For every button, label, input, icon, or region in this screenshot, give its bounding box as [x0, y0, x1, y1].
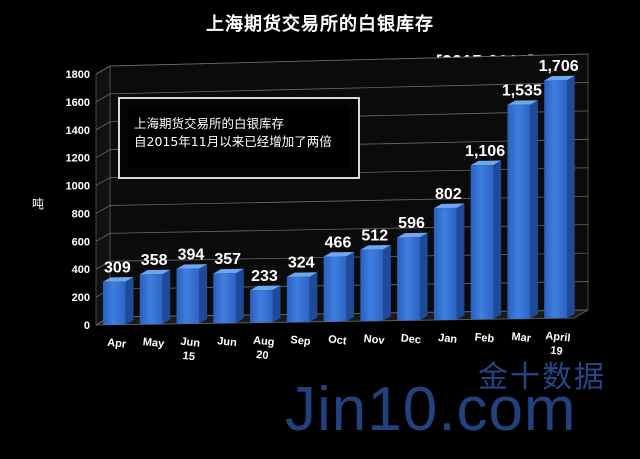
- y-tick-label: 1400: [66, 125, 90, 137]
- bar: [470, 160, 502, 320]
- y-tick-label: 1800: [66, 69, 90, 81]
- data-label: 1,106: [465, 143, 505, 160]
- data-label: 596: [398, 215, 425, 232]
- gridline: [95, 138, 589, 159]
- y-tick-label: 200: [72, 292, 90, 304]
- y-tick-label: 0: [84, 320, 90, 332]
- data-label: 1,535: [502, 83, 542, 100]
- bar: [397, 232, 428, 321]
- x-tick-label: Aug20: [251, 335, 275, 363]
- bar: [176, 264, 208, 324]
- bar: [213, 268, 244, 324]
- y-tick-label: 1200: [66, 153, 90, 165]
- gridline: [95, 195, 589, 214]
- watermark-cn: 金十数据: [478, 360, 606, 395]
- gridline: [95, 167, 589, 186]
- x-tick-label: May: [142, 336, 165, 350]
- bar: [323, 251, 355, 322]
- annotation-box: 上海期货交易所的白银库存 自2015年11月以来已经增加了两倍: [118, 97, 360, 179]
- bar: [102, 277, 134, 325]
- data-label: 512: [361, 227, 388, 244]
- data-label: 309: [104, 259, 131, 276]
- y-tick-label: 400: [72, 264, 90, 276]
- gridline: [95, 82, 589, 103]
- y-tick-label: 1600: [66, 97, 90, 109]
- data-label: 357: [214, 251, 241, 268]
- data-label: 1,706: [539, 58, 579, 75]
- x-tick-label: Nov: [363, 333, 386, 347]
- x-tick-label: Oct: [328, 334, 348, 348]
- bar: [360, 244, 391, 322]
- x-tick-label: Apr: [107, 337, 128, 351]
- gridline: [95, 53, 589, 75]
- x-tick-label: Jun: [217, 335, 238, 349]
- chart-title: 上海期货交易所的白银库存: [206, 14, 434, 35]
- gridline: [95, 224, 589, 242]
- data-label: 802: [435, 186, 462, 203]
- data-label: 466: [325, 234, 352, 251]
- annotation-line-1: 上海期货交易所的白银库存: [134, 116, 285, 131]
- gridline: [95, 252, 589, 270]
- x-tick-label: April19: [543, 330, 571, 358]
- data-label: 324: [288, 255, 315, 272]
- y-tick-label: 600: [72, 236, 90, 248]
- annotation-line-2: 自2015年11月以来已经增加了两倍: [134, 134, 332, 149]
- y-tick-label: 800: [72, 208, 90, 220]
- x-tick-label: Sep: [290, 334, 312, 348]
- gridline: [95, 110, 589, 131]
- bar: [433, 203, 465, 321]
- x-tick-label: Dec: [400, 332, 421, 346]
- data-label: 358: [141, 252, 168, 269]
- x-tick-label: Mar: [511, 331, 532, 345]
- bar: [544, 75, 575, 319]
- data-label: 394: [178, 247, 205, 264]
- y-tick-label: 1000: [66, 181, 90, 193]
- data-label: 233: [251, 268, 278, 285]
- x-tick-label: Feb: [474, 331, 495, 345]
- x-tick-label: Jan: [438, 332, 458, 346]
- bar: [139, 269, 171, 325]
- y-axis-label: 吨: [32, 197, 45, 211]
- bar: [250, 285, 281, 323]
- bar: [286, 272, 318, 323]
- watermark-en: Jin10.com: [285, 375, 577, 444]
- bar: [507, 100, 538, 319]
- x-tick-label: Jun15: [178, 336, 200, 364]
